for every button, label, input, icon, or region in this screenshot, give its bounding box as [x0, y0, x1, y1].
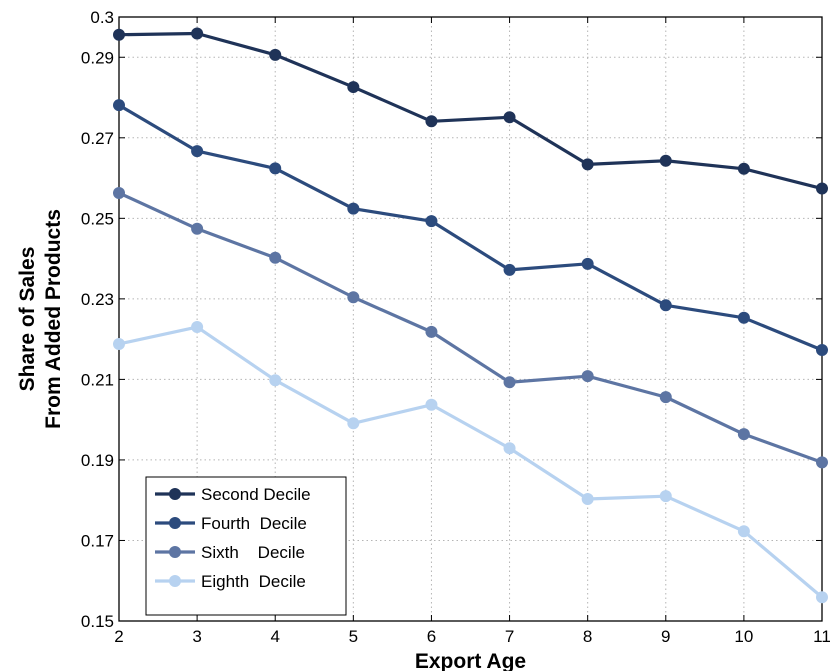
data-point	[737, 525, 750, 538]
data-point	[816, 591, 828, 604]
data-point	[347, 417, 360, 430]
y-tick-label: 0.25	[81, 209, 114, 228]
data-point	[737, 428, 750, 441]
y-tick-label: 0.19	[81, 451, 114, 470]
legend-box	[145, 476, 347, 616]
data-point	[659, 154, 672, 167]
x-tick-label: 2	[114, 627, 123, 646]
data-point	[347, 291, 360, 304]
data-point	[425, 325, 438, 338]
legend-label: Second Decile	[201, 485, 311, 504]
series-line	[118, 191, 823, 464]
legend-item: Second Decile	[155, 485, 311, 504]
data-point	[191, 222, 204, 235]
plot-frame	[118, 16, 823, 622]
legend-marker	[169, 517, 181, 529]
data-point	[581, 492, 594, 505]
series-3	[113, 186, 828, 469]
data-point	[581, 257, 594, 270]
x-tick-label: 8	[583, 627, 592, 646]
data-point	[581, 370, 594, 383]
y-axis-label-line-1: Share of Sales	[16, 247, 39, 392]
legend-label: Sixth Decile	[201, 543, 305, 562]
data-point	[113, 99, 125, 112]
legend-label: Fourth Decile	[201, 514, 307, 533]
x-tick-label: 9	[661, 627, 670, 646]
data-point	[425, 398, 438, 411]
data-point	[191, 145, 204, 158]
x-axis-label: Export Age	[415, 650, 526, 671]
x-tick-label: 3	[192, 627, 201, 646]
legend-item: Sixth Decile	[155, 543, 305, 562]
axis-ticks: 2 3 4 5 6 7 8 9 10 11 0.15 0.17 0.19 0.21 0.23 0.25 0.27…	[81, 8, 831, 646]
data-point	[269, 162, 282, 175]
series-1	[113, 27, 828, 195]
series-line	[118, 103, 823, 352]
legend-item: Eighth Decile	[155, 572, 306, 591]
y-tick-label: 0.29	[81, 48, 114, 67]
data-point	[737, 162, 750, 175]
data-point	[659, 490, 672, 503]
data-point	[113, 28, 125, 41]
x-tick-label: 5	[349, 627, 358, 646]
y-tick-label: 0.21	[81, 370, 114, 389]
series-layer	[113, 27, 828, 604]
y-tick-label: 0.17	[81, 531, 114, 550]
y-tick-label: 0.23	[81, 290, 114, 309]
legend-marker	[169, 546, 181, 558]
data-point	[503, 263, 516, 276]
data-point	[737, 311, 750, 324]
x-tick-label: 4	[270, 627, 279, 646]
data-point	[503, 111, 516, 124]
data-point	[347, 81, 360, 94]
data-point	[816, 344, 828, 357]
legend-item: Fourth Decile	[155, 514, 307, 533]
legend: Second Decile Fourth Decile Sixth Decile Ei…	[145, 476, 347, 616]
series-4	[113, 321, 828, 604]
data-point	[269, 374, 282, 387]
data-point	[191, 321, 204, 334]
data-point	[113, 337, 125, 350]
x-tick-label: 7	[505, 627, 514, 646]
data-point	[425, 215, 438, 228]
data-point	[113, 186, 125, 199]
x-tick-label: 11	[813, 627, 831, 646]
data-point	[659, 391, 672, 404]
legend-marker	[169, 488, 181, 500]
y-tick-label: 0.15	[81, 612, 114, 631]
data-point	[503, 442, 516, 455]
y-tick-label: 0.3	[90, 8, 114, 27]
x-tick-label: 6	[427, 627, 436, 646]
x-tick-label: 10	[734, 627, 753, 646]
data-point	[503, 376, 516, 389]
data-point	[816, 456, 828, 469]
series-line	[118, 325, 824, 599]
data-point	[269, 251, 282, 264]
y-axis-label-line-2: From Added Products	[42, 209, 65, 429]
series-2	[113, 99, 828, 357]
legend-marker	[169, 575, 181, 587]
data-point	[816, 182, 828, 195]
y-tick-label: 0.27	[81, 129, 114, 148]
data-point	[347, 202, 360, 215]
series-line	[118, 31, 823, 191]
data-point	[581, 158, 594, 171]
data-point	[659, 299, 672, 312]
legend-label: Eighth Decile	[201, 572, 306, 591]
data-point	[191, 27, 204, 40]
data-point	[425, 115, 438, 128]
data-point	[269, 48, 282, 61]
